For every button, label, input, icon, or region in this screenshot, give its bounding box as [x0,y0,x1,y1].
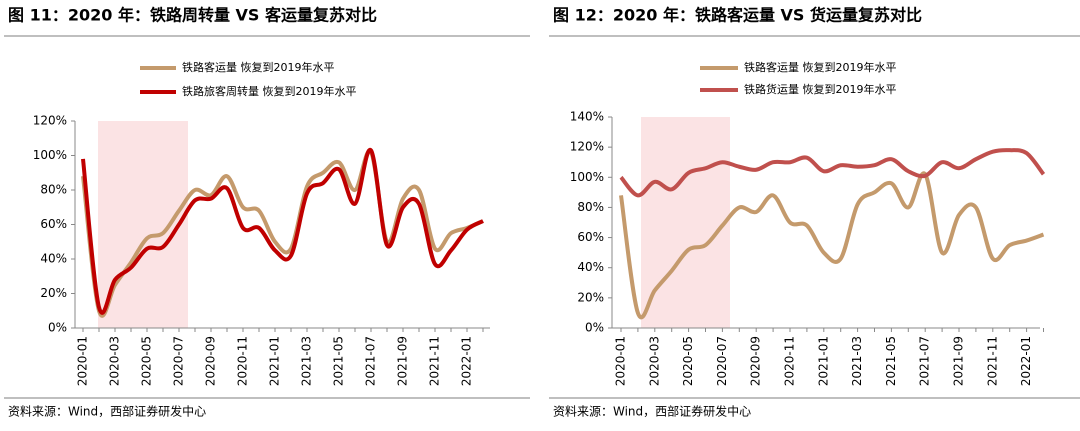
y-tick-label: 100% [570,170,604,184]
y-tick-label: 20% [40,286,67,300]
x-tick-label: 2021-09 [396,336,410,386]
x-tick-label: 2020-03 [647,336,661,386]
y-tick-label: 120% [570,140,604,154]
y-tick-label: 80% [40,183,67,197]
series-line [619,171,1045,320]
y-tick-label: 100% [33,148,67,162]
highlight-band [641,117,730,328]
x-tick-label: 2020-09 [204,336,218,386]
legend-label: 铁路客运量 恢复到2019年水平 [182,60,335,74]
x-tick-label: 2021-01 [268,336,282,386]
x-tick-label: 2022-01 [1019,336,1033,386]
x-tick-label: 2020-09 [749,336,763,386]
y-tick-label: 80% [577,200,604,214]
x-tick-label: 2020-01 [76,336,90,386]
x-tick-label: 2020-05 [681,336,695,386]
y-tick-label: 60% [577,230,604,244]
x-tick-label: 2020-07 [715,336,729,386]
x-tick-label: 2022-01 [460,336,474,386]
y-tick-label: 140% [570,110,604,124]
x-tick-label: 2021-11 [985,336,999,386]
y-tick-label: 60% [40,217,67,231]
x-tick-label: 2021-07 [364,336,378,386]
x-tick-label: 2020-03 [108,336,122,386]
y-tick-label: 0% [48,321,67,335]
chart-title: 图 11：2020 年：铁路周转量 VS 客运量复苏对比 [8,6,377,25]
x-tick-label: 2021-05 [332,336,346,386]
series-line [619,148,1046,198]
chart-title: 图 12：2020 年：铁路客运量 VS 货运量复苏对比 [553,6,922,25]
x-tick-label: 2020-01 [614,336,628,386]
source: 资料来源：Wind，西部证券研发中心 [8,404,206,419]
y-tick-label: 120% [33,114,67,128]
y-tick-label: 40% [40,252,67,266]
y-tick-label: 20% [577,290,604,304]
y-tick-label: 40% [577,260,604,274]
legend-label: 铁路客运量 恢复到2019年水平 [744,60,897,74]
series-line [81,148,484,315]
x-tick-label: 2020-11 [236,336,250,386]
series-line [81,149,484,318]
x-tick-label: 2021-05 [884,336,898,386]
y-tick-label: 0% [585,321,604,335]
source: 资料来源：Wind，西部证券研发中心 [553,404,751,419]
x-tick-label: 2021-09 [952,336,966,386]
x-tick-label: 2021-11 [428,336,442,386]
x-tick-label: 2021-03 [850,336,864,386]
x-tick-label: 2021-07 [918,336,932,386]
legend-label: 铁路货运量 恢复到2019年水平 [744,82,897,96]
x-tick-label: 2021-03 [300,336,314,386]
x-tick-label: 2020-11 [783,336,797,386]
x-tick-label: 2020-07 [172,336,186,386]
legend-label: 铁路旅客周转量 恢复到2019年水平 [182,84,357,98]
x-tick-label: 2020-05 [140,336,154,386]
x-tick-label: 2021-01 [816,336,830,386]
